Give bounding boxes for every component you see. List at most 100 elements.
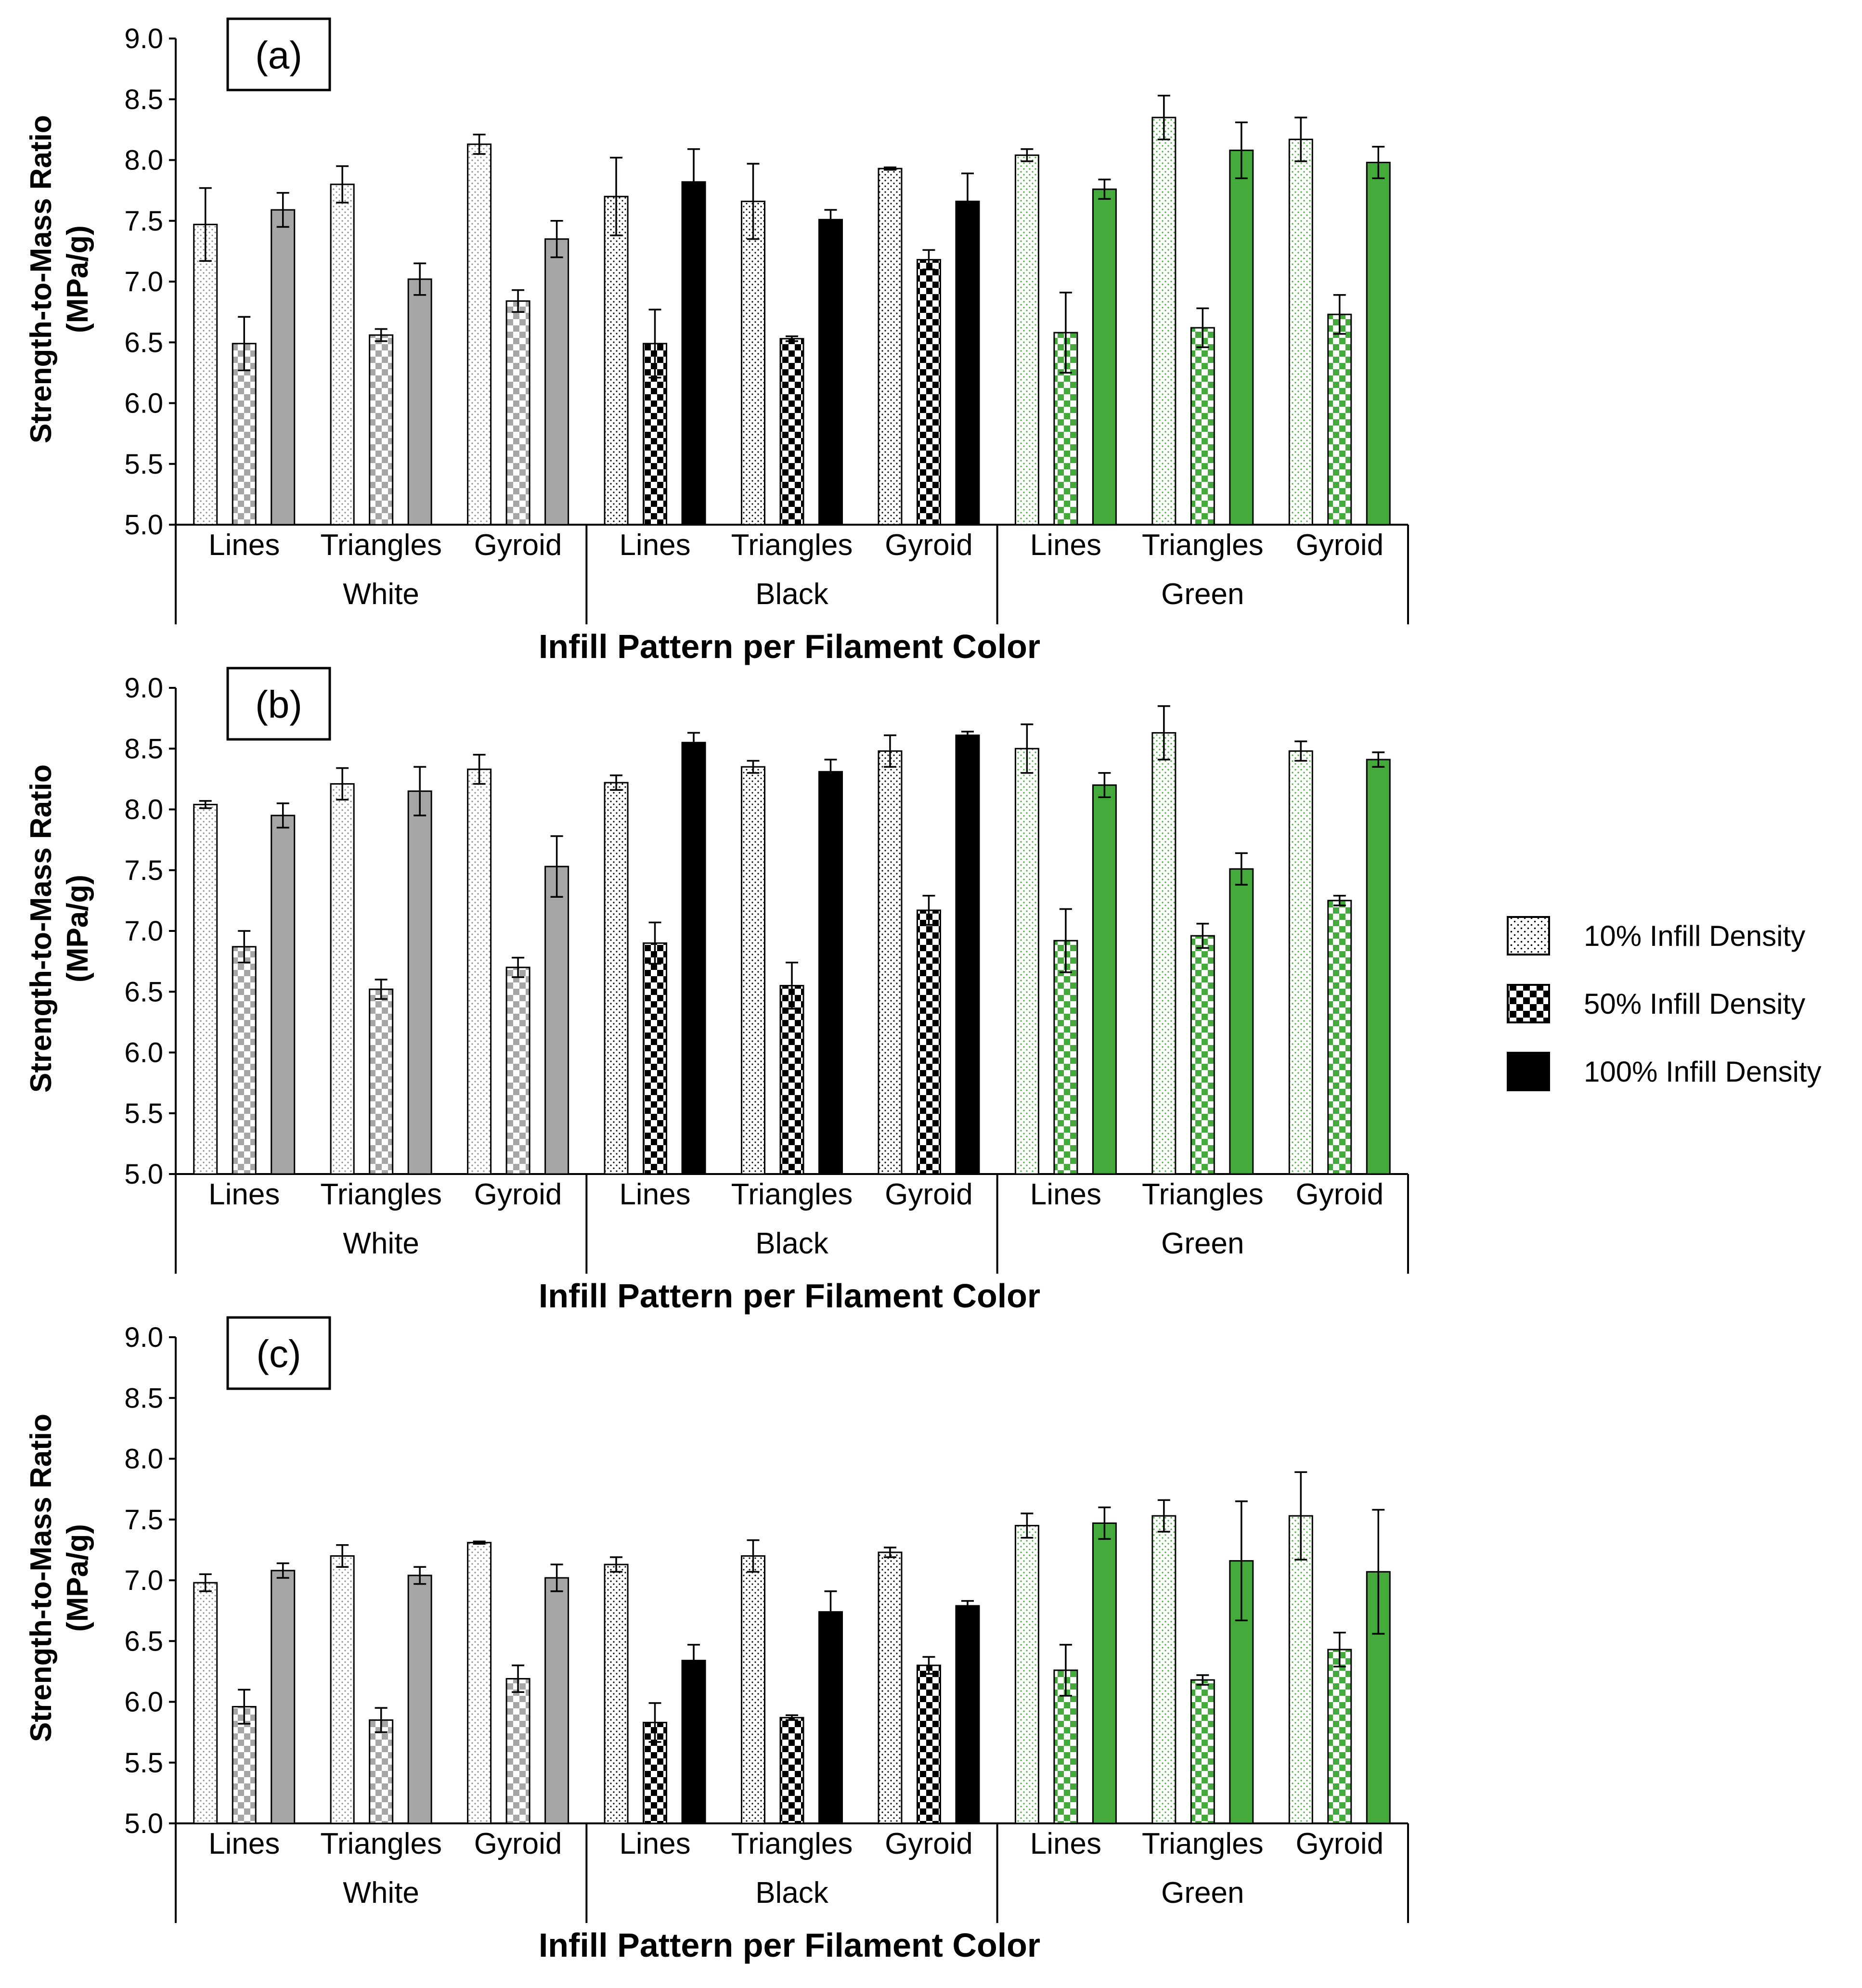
x-group-label: Black [755,1227,829,1260]
bar [1151,732,1177,1175]
x-tick-label: Gyroid [885,1178,973,1211]
bar [505,300,530,526]
bar [818,219,843,526]
legend-item-10: 10% Infill Density [1507,916,1805,955]
y-tick-label: 8.5 [124,733,163,764]
bar [1092,188,1117,526]
panel-label-box [226,667,331,741]
bar [1288,139,1313,526]
bar [878,168,903,526]
bar [681,742,706,1175]
x-tick-label: Gyroid [1295,529,1384,562]
bar [544,1577,569,1824]
bar [681,181,706,526]
bar [1190,327,1215,526]
x-tick-label: Gyroid [1295,1827,1384,1860]
y-tick-label: 5.0 [124,1808,163,1839]
bar [741,1555,766,1824]
y-tick-label: 6.0 [124,1037,163,1069]
bar [779,338,804,526]
x-tick-label: Lines [1030,1178,1101,1211]
legend-label: 50% Infill Density [1584,988,1805,1020]
x-tick-label: Triangles [320,1178,442,1211]
bar [643,942,668,1175]
legend: 10% Infill Density 50% Infill Density 10… [1507,916,1822,1091]
x-tick-label: Lines [619,1178,690,1211]
x-axis-title: Infill Pattern per Filament Color [539,1926,1040,1964]
x-group-label: Black [755,1876,829,1910]
y-tick-label: 8.5 [124,1382,163,1414]
y-tick-label: 6.5 [124,976,163,1007]
bar [1288,1515,1313,1824]
bar [330,783,355,1175]
bar [544,865,569,1175]
bar [505,1678,530,1824]
x-group-label: White [343,1876,419,1910]
bar [544,238,569,526]
y-tick-label: 6.0 [124,1687,163,1718]
bar [467,143,492,526]
x-tick-label: Lines [208,529,280,562]
x-group-label: White [343,1227,419,1260]
bar [1366,759,1391,1175]
bar [193,803,218,1175]
y-tick-label: 7.0 [124,266,163,297]
legend-label: 100% Infill Density [1584,1056,1822,1088]
legend-swatch-solid [1507,1052,1550,1091]
y-tick-label: 6.0 [124,388,163,419]
x-tick-label: Triangles [731,1178,853,1211]
bar [505,967,530,1175]
x-group-label: Black [755,578,829,611]
x-group-label: White [343,578,419,611]
legend-swatch-dots [1507,916,1550,955]
x-tick-label: Lines [1030,529,1101,562]
bar [955,200,980,526]
bar [467,768,492,1175]
bar [407,1575,432,1824]
bar [1151,116,1177,526]
bar [916,259,941,526]
x-tick-label: Triangles [320,1827,442,1860]
bar [330,183,355,526]
bar [232,946,257,1175]
y-tick-label: 5.0 [124,509,163,541]
y-tick-label: 5.5 [124,449,163,480]
x-tick-label: Gyroid [474,1827,562,1860]
bar [604,782,629,1175]
bar [818,771,843,1175]
y-tick-label: 7.0 [124,1565,163,1596]
bar [467,1542,492,1824]
bar [1229,868,1254,1175]
y-tick-label: 8.0 [124,794,163,826]
y-axis-title: Strength-to-Mass Ratio [25,1414,58,1742]
bar [779,985,804,1175]
y-tick-label: 9.0 [124,672,163,704]
bar [741,766,766,1175]
panel-label-box [226,17,331,91]
y-axis-unit: (MPa/g) [61,1524,94,1632]
bar [271,1570,296,1824]
bar [955,1605,980,1824]
x-tick-label: Gyroid [474,529,562,562]
legend-label: 10% Infill Density [1584,920,1805,952]
x-tick-label: Lines [619,529,690,562]
bar [1229,149,1254,526]
bar [741,200,766,526]
bar [193,223,218,526]
x-tick-label: Triangles [1142,529,1264,562]
chart-panel-c: (c) Strength-to-Mass Ratio (MPa/g) Infil… [25,1316,1409,1964]
bar [330,1555,355,1824]
chart-panel-b: (b) Strength-to-Mass Ratio (MPa/g) Infil… [25,667,1409,1315]
chart-panel-a: (a) Strength-to-Mass Ratio (MPa/g) Infil… [25,17,1409,665]
panel-label: (b) [255,683,302,726]
panel-label-box [226,1316,331,1390]
x-tick-label: Triangles [731,1827,853,1860]
y-axis-unit: (MPa/g) [61,875,94,982]
x-tick-label: Lines [208,1178,280,1211]
bar [1014,748,1039,1175]
x-group-label: Green [1161,1876,1244,1910]
x-tick-label: Triangles [1142,1827,1264,1860]
bar [1327,1649,1352,1824]
bar [604,1563,629,1824]
